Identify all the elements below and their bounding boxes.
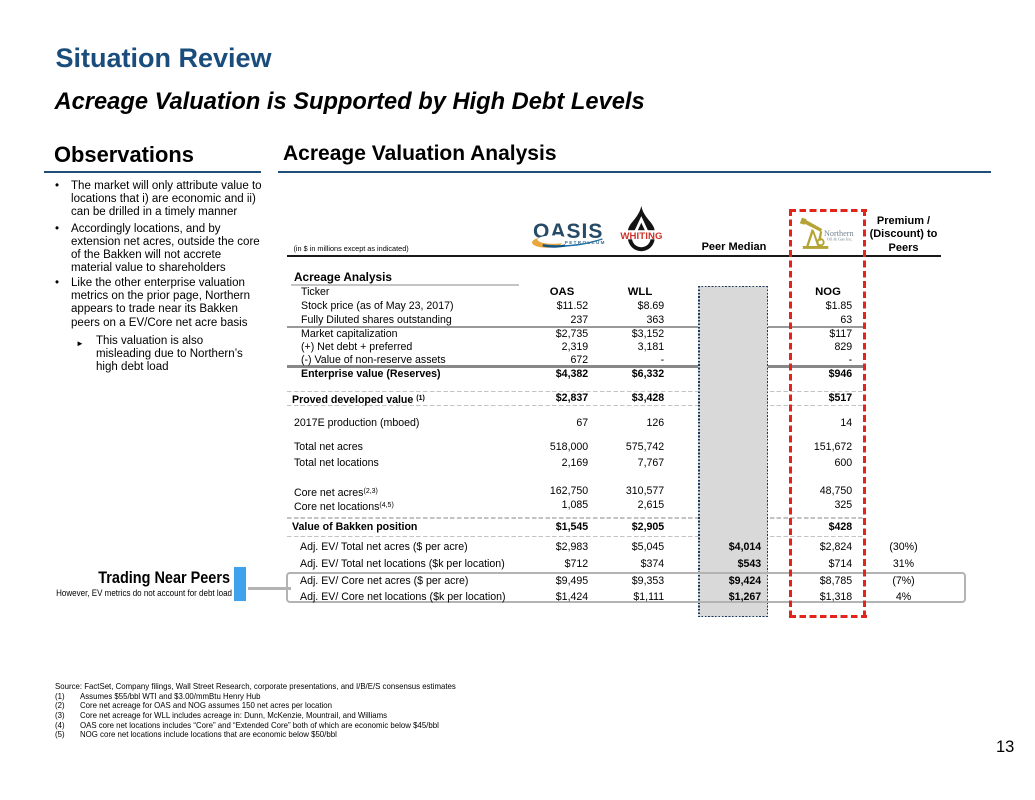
svg-text:PETROLEUM: PETROLEUM xyxy=(565,240,606,245)
svg-text:WHITING: WHITING xyxy=(620,231,662,242)
svg-text:Oil & Gas Inc.: Oil & Gas Inc. xyxy=(827,237,853,242)
svg-text:Northern: Northern xyxy=(824,229,854,238)
